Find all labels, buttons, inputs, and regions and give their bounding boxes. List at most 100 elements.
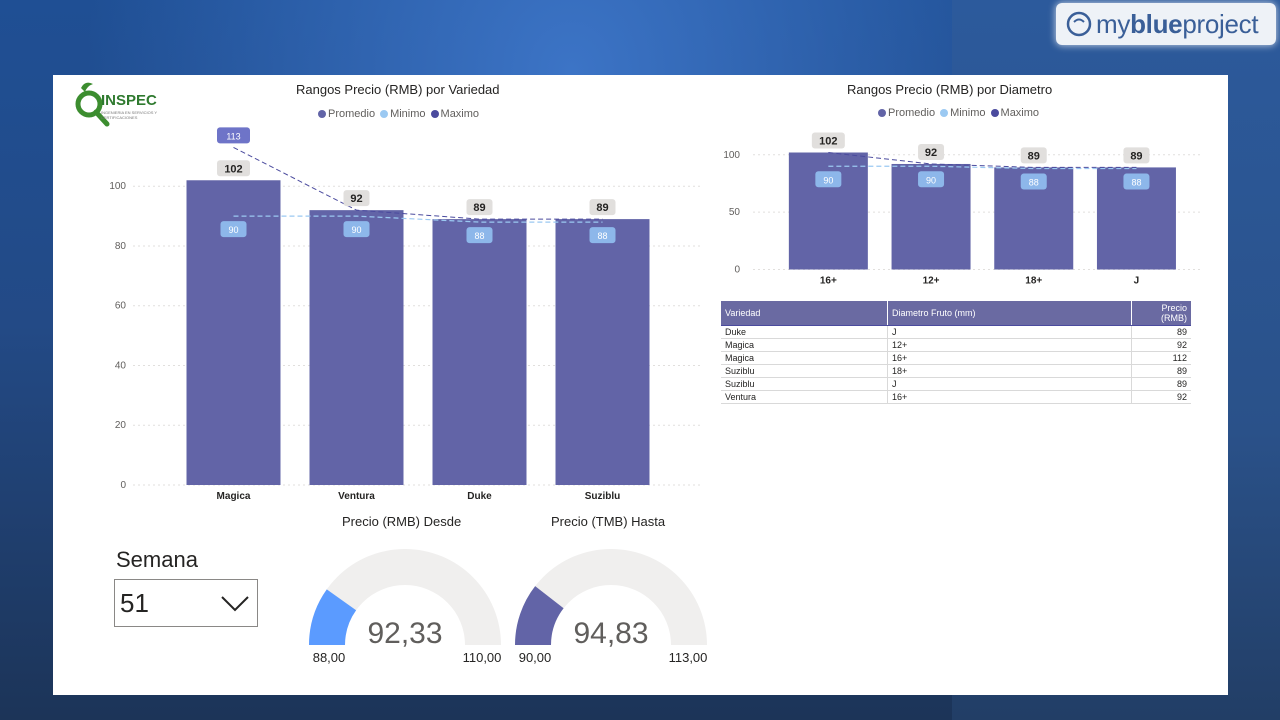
gauge-fill (309, 589, 357, 645)
label-minimo-bg (815, 171, 842, 188)
brand-bold: blue (1130, 8, 1183, 39)
gauge-min-label: 88,00 (313, 650, 346, 665)
x-tick-label: Duke (467, 491, 492, 502)
gauges: 92,33 88,00 110,00 94,83 90,00 113,00 (309, 549, 708, 665)
label-minimo-bg (220, 221, 247, 238)
legend-item-minimo[interactable]: Minimo (380, 108, 426, 120)
label-minimo: 88 (597, 231, 607, 241)
label-minimo: 88 (1131, 178, 1141, 188)
table-cell: Ventura (721, 390, 888, 404)
x-tick-label: 16+ (820, 276, 837, 287)
chart-diametro-title: Rangos Precio (RMB) por Diametro (847, 82, 1053, 97)
table-row[interactable]: Suziblu J 89 (721, 377, 1191, 391)
semana-slicer-label: Semana (116, 547, 198, 572)
bar-promedio (309, 210, 404, 485)
legend-item-promedio[interactable]: Promedio (878, 107, 935, 119)
table-header[interactable]: Diametro Fruto (mm) (887, 301, 1132, 326)
line-maximo (828, 152, 1137, 168)
gauge-fill (515, 586, 564, 645)
table-cell: 18+ (887, 364, 1132, 378)
legend-dot-icon (940, 109, 949, 117)
y-tick-label: 40 (115, 360, 127, 371)
legend-item-minimo[interactable]: Minimo (940, 107, 986, 119)
gauge-value: 94,83 (573, 617, 648, 650)
legend-label: Promedio (328, 108, 376, 120)
label-promedio-bg (217, 160, 250, 177)
inspec-logo: INSPEC INGENIERIA EN SERVICIOS Y CERTIFI… (71, 80, 171, 130)
x-tick-label: 18+ (1025, 276, 1042, 287)
legend-dot-icon (380, 110, 389, 118)
logo-subtitle: INGENIERIA EN SERVICIOS Y CERTIFICACIONE… (101, 110, 158, 120)
chart-variedad: 0 20 40 60 80 100 Magica Ventura Duke Suziblu 90 11… (109, 127, 703, 502)
label-promedio-bg (343, 190, 370, 207)
legend-label: Minimo (390, 108, 426, 120)
label-minimo-bg (1123, 173, 1150, 190)
table-row[interactable]: Magica 12+ 92 (721, 338, 1191, 352)
bar-promedio (555, 219, 650, 485)
blueberry-logo-icon (1066, 11, 1092, 37)
brand-banner: myblueproject (1056, 3, 1276, 45)
report-canvas: INSPEC INGENIERIA EN SERVICIOS Y CERTIFI… (53, 75, 1228, 695)
label-promedio: 89 (1028, 150, 1040, 162)
label-maximo: 113 (226, 131, 240, 141)
table-cell: Magica (721, 338, 888, 352)
x-tick-label: Magica (217, 491, 251, 502)
table-header[interactable]: Variedad (721, 301, 888, 326)
legend-dot-icon (878, 109, 886, 117)
label-minimo-bg (918, 171, 945, 188)
legend-label: Promedio (888, 107, 936, 119)
table-row[interactable]: Magica 16+ 112 (721, 351, 1191, 365)
legend-dot-icon (430, 110, 439, 118)
label-promedio: 102 (819, 136, 837, 148)
y-tick-label: 100 (723, 150, 740, 161)
table-row[interactable]: Ventura 16+ 92 (721, 390, 1191, 404)
line-maximo (233, 146, 603, 220)
brand-name: myblueproject (1096, 8, 1259, 40)
table-cell: 89 (1131, 364, 1191, 378)
bar-promedio (432, 219, 527, 485)
table-row[interactable]: Duke J 89 (721, 325, 1191, 339)
table-cell: Suziblu (721, 364, 888, 378)
price-table: Variedad Diametro Fruto (mm) Precio (RMB… (721, 301, 1191, 404)
gauge-value: 92,33 (367, 617, 442, 650)
label-minimo-bg (1020, 173, 1047, 190)
legend-item-promedio[interactable]: Promedio (318, 108, 375, 120)
x-tick-label: J (1134, 276, 1140, 287)
logo-name: INSPEC (101, 92, 157, 109)
chevron-down-icon[interactable] (219, 593, 251, 613)
legend-label: Minimo (950, 107, 986, 119)
table-cell: 16+ (887, 390, 1132, 404)
table-cell: 92 (1131, 338, 1191, 352)
legend-dot-icon (318, 110, 326, 118)
semana-selected-value: 51 (120, 587, 149, 618)
legend-item-maximo[interactable]: Maximo (990, 107, 1039, 119)
brand-suffix: project (1182, 8, 1259, 39)
table-cell: 89 (1131, 377, 1191, 391)
y-tick-label: 100 (109, 181, 126, 192)
bar-promedio (788, 152, 868, 270)
y-tick-label: 0 (120, 480, 126, 491)
legend-item-maximo[interactable]: Maximo (430, 108, 479, 120)
chart-variedad-legend: Promedio Minimo Maximo (318, 108, 484, 120)
table-row[interactable]: Suziblu 18+ 89 (721, 364, 1191, 378)
table-cell: J (887, 325, 1132, 339)
label-minimo-bg (589, 227, 616, 244)
gauge-max-label: 113,00 (669, 650, 708, 665)
semana-dropdown[interactable]: 51 (114, 579, 258, 627)
gauge-desde-title: Precio (RMB) Desde (342, 514, 462, 529)
table-cell: Suziblu (721, 377, 888, 391)
table-cell: Duke (721, 325, 888, 339)
table-header[interactable]: Precio (RMB) (1131, 301, 1191, 326)
brand-prefix: my (1096, 8, 1131, 39)
line-minimo (233, 215, 603, 223)
table-cell: Magica (721, 351, 888, 365)
chart-diametro: 0 50 100 16+ 12+ 18+ J 90 102 90 92 88 89 88 89 (723, 132, 1203, 287)
label-minimo-bg (466, 227, 493, 244)
y-tick-label: 80 (115, 241, 127, 252)
label-promedio-bg (466, 199, 493, 216)
label-promedio: 92 (925, 147, 937, 159)
gauge-max-label: 110,00 (463, 650, 502, 665)
label-promedio: 89 (596, 202, 608, 214)
label-minimo: 90 (351, 225, 361, 235)
label-promedio: 92 (350, 193, 362, 205)
